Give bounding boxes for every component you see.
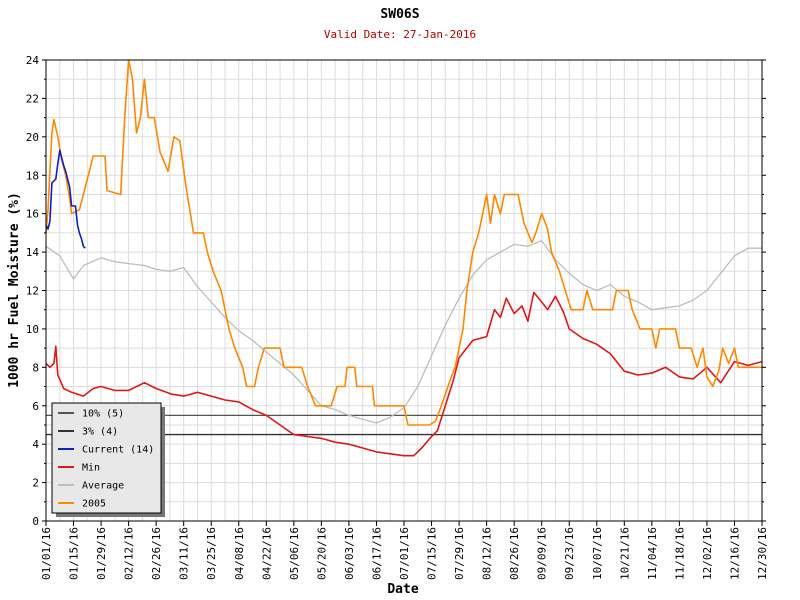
x-tick-label: 04/08/16 xyxy=(233,527,246,580)
grid-lines xyxy=(45,59,763,522)
x-tick-label: 07/01/16 xyxy=(398,527,411,580)
x-tick-label: 07/29/16 xyxy=(453,527,466,580)
y-tick-label: 14 xyxy=(26,246,40,259)
series-line-current xyxy=(45,149,86,249)
x-tick-label: 03/25/16 xyxy=(205,527,218,580)
y-tick-label: 8 xyxy=(32,361,39,374)
chart-subtitle: Valid Date: 27-Jan-2016 xyxy=(324,28,476,41)
series-line-min xyxy=(45,291,763,457)
series-line-2005 xyxy=(45,59,762,426)
plot-frame xyxy=(45,59,763,522)
legend-label-3pct: 3% (4) xyxy=(82,427,118,438)
y-tick-label: 6 xyxy=(32,400,39,413)
x-tick-label: 10/21/16 xyxy=(618,527,631,580)
x-tick-label: 09/09/16 xyxy=(536,527,549,580)
y-tick-label: 20 xyxy=(26,131,39,144)
series-lines xyxy=(45,59,763,457)
y-tick-label: 10 xyxy=(26,323,39,336)
y-tick-label: 2 xyxy=(32,477,39,490)
x-tick-label: 01/01/16 xyxy=(40,527,53,580)
y-axis-label: 1000 hr Fuel Moisture (%) xyxy=(7,192,22,388)
x-tick-label: 12/30/16 xyxy=(756,527,769,580)
x-tick-label: 04/22/16 xyxy=(260,527,273,580)
x-tick-label: 12/16/16 xyxy=(728,527,741,580)
x-tick-label: 01/15/16 xyxy=(68,527,81,580)
x-tick-label: 01/29/16 xyxy=(95,527,108,580)
legend: 10% (5) 3% (4) Current (14) Min Average 2005 xyxy=(51,402,165,517)
legend-label-current: Current (14) xyxy=(82,445,154,456)
chart-title: SW06S xyxy=(380,7,419,22)
y-tick-label: 4 xyxy=(32,438,39,451)
x-tick-label: 08/26/16 xyxy=(508,527,521,580)
legend-label-2005: 2005 xyxy=(82,499,106,510)
x-tick-label: 05/20/16 xyxy=(315,527,328,580)
y-tick-label: 0 xyxy=(32,515,39,528)
y-tick-label: 22 xyxy=(26,92,39,105)
x-tick-label: 06/03/16 xyxy=(343,527,356,580)
x-tick-label: 05/06/16 xyxy=(288,527,301,580)
legend-box xyxy=(51,402,162,514)
y-tick-label: 12 xyxy=(26,285,39,298)
x-tick-label: 07/15/16 xyxy=(426,527,439,580)
x-tick-label: 06/17/16 xyxy=(370,527,383,580)
x-tick-label: 02/26/16 xyxy=(150,527,163,580)
legend-label-average: Average xyxy=(82,481,124,492)
x-tick-label: 11/04/16 xyxy=(646,527,659,580)
x-tick-label: 08/12/16 xyxy=(481,527,494,580)
legend-label-min: Min xyxy=(82,463,100,474)
legend-label-10pct: 10% (5) xyxy=(82,409,124,420)
x-tick-label: 02/12/16 xyxy=(123,527,136,580)
x-tick-label: 03/11/16 xyxy=(178,527,191,580)
x-axis-label: Date xyxy=(387,582,418,597)
y-tick-label: 18 xyxy=(26,169,39,182)
y-tick-label: 16 xyxy=(26,208,39,221)
x-tick-label: 11/18/16 xyxy=(673,527,686,580)
x-tick-label: 10/07/16 xyxy=(591,527,604,580)
y-tick-label: 24 xyxy=(26,54,40,67)
x-tick-label: 09/23/16 xyxy=(563,527,576,580)
x-tick-label: 12/02/16 xyxy=(701,527,714,580)
